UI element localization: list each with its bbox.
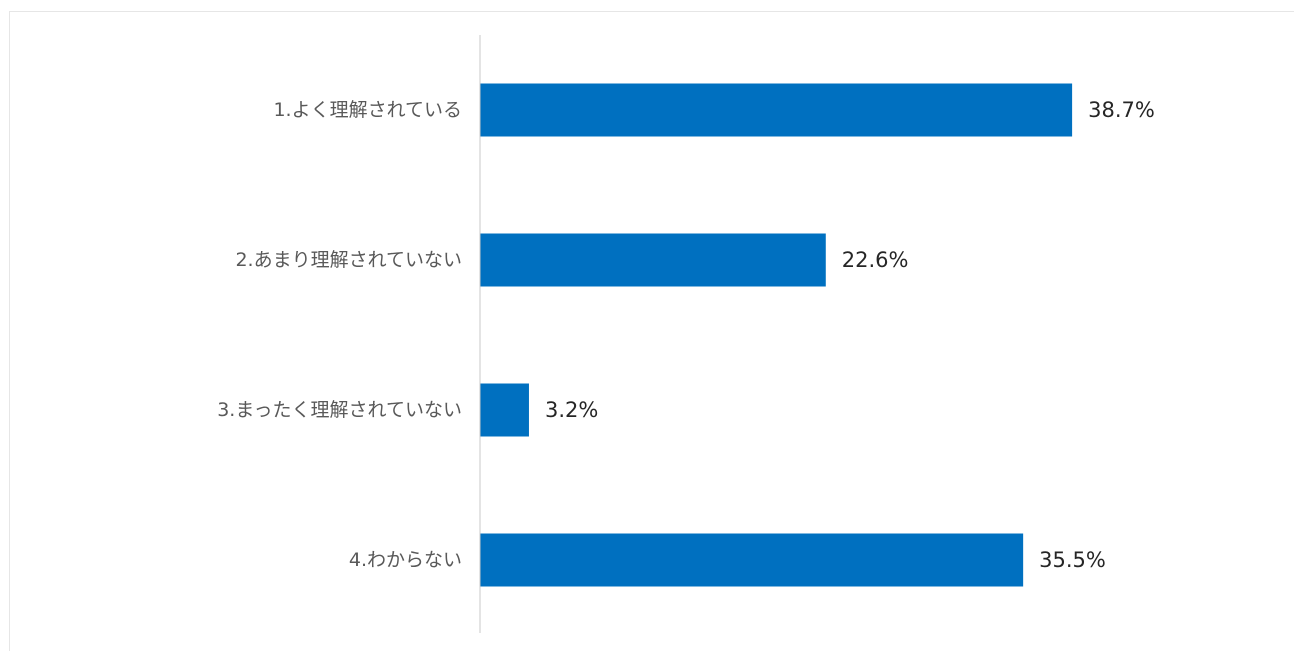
bars-layer: 1.よく理解されている 38.7% 2.あまり理解されていない 22.6% 3.まったく…	[217, 83, 1155, 587]
value-label-2: 22.6%	[842, 248, 909, 272]
bar-1	[480, 83, 1073, 137]
value-label-3: 3.2%	[545, 398, 598, 422]
category-label-3: 3.まったく理解されていない	[217, 399, 462, 421]
category-label-2: 2.あまり理解されていない	[235, 249, 462, 271]
category-label-4: 4.わからない	[349, 549, 462, 571]
bar-2	[480, 233, 826, 287]
value-label-1: 38.7%	[1088, 98, 1155, 122]
category-label-1: 1.よく理解されている	[273, 99, 462, 121]
value-label-4: 35.5%	[1039, 548, 1106, 572]
bar-4	[480, 533, 1024, 587]
bar-3	[480, 383, 529, 437]
